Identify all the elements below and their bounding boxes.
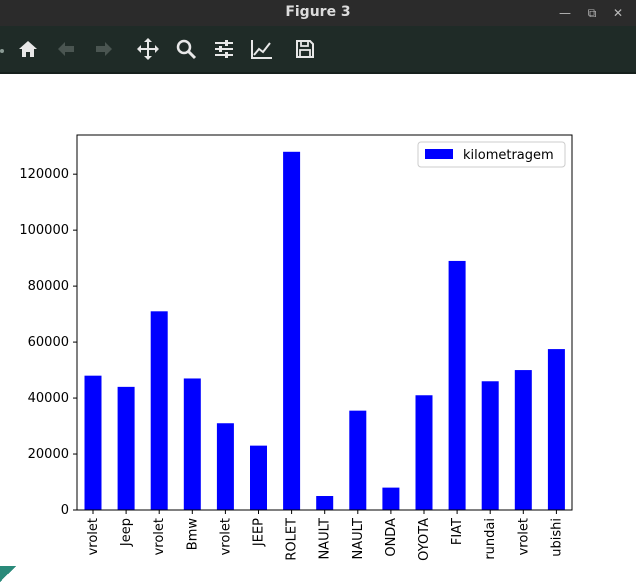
x-tick-label: NAULT [351,518,366,560]
x-tick-label: ONDA [384,518,399,557]
y-tick-label: 20000 [28,447,69,462]
bar [117,386,135,510]
back-arrow-icon [58,42,74,56]
minimize-icon[interactable]: — [559,6,571,20]
bar [250,445,267,510]
bar [216,423,234,510]
x-tick-label: JEEP [252,518,267,547]
x-tick-label: FIAT [450,518,465,545]
pan-button[interactable] [134,35,162,63]
legend-label: kilometragem [463,148,554,163]
bar [514,370,532,510]
bar [547,349,565,510]
x-tick-label: NAULT [318,518,333,560]
bar [349,410,367,510]
window-corner [0,566,16,582]
x-tick-label: ubishi [549,518,564,557]
back-button[interactable] [52,35,80,63]
y-tick-label: 0 [61,503,69,518]
x-tick-label: OYOTA [417,518,432,561]
x-tick-label: vrolet [516,518,531,555]
x-tick-label: vrolet [152,518,167,555]
toolbar-handle-icon[interactable] [0,49,4,53]
bar [382,487,400,510]
y-tick-label: 40000 [28,391,69,406]
window-titlebar: Figure 3 — ⧉ ✕ [0,0,636,26]
bar [283,151,301,510]
y-tick-label: 60000 [28,335,69,350]
edit-axes-button[interactable] [248,35,276,63]
subplots-button[interactable] [210,35,238,63]
x-tick-label: rundai [483,518,498,560]
legend-swatch [425,149,453,159]
y-tick-label: 120000 [19,167,69,182]
x-tick-label: vrolet [86,518,101,555]
bar [183,378,201,510]
bar [448,260,466,510]
close-icon[interactable]: ✕ [612,6,624,20]
home-icon [19,41,37,57]
bar-chart: 0 20000 40000 60000 80000 100000 120000 vrolet J… [19,134,573,561]
x-tick-label: vrolet [218,518,233,555]
legend-box [417,141,566,168]
bar [84,375,102,510]
navigation-toolbar [0,26,636,74]
save-button[interactable] [291,35,319,63]
x-tick-label: ROLET [285,518,300,561]
pan-icon [137,38,159,60]
edit-axes-icon [251,40,272,59]
bar [316,496,334,510]
subplots-config-icon [215,40,233,58]
bar [481,381,499,510]
forward-arrow-icon [96,42,112,56]
x-tick-label: Bmw [185,518,200,551]
x-tick-label: Jeep [119,518,134,547]
forward-button[interactable] [90,35,118,63]
zoom-icon [176,39,197,60]
zoom-button[interactable] [172,35,200,63]
restore-icon[interactable]: ⧉ [587,6,597,20]
y-tick-label: 100000 [19,223,69,238]
home-button[interactable] [14,35,42,63]
bar [415,395,433,510]
y-tick-label: 80000 [28,279,69,294]
window-title: Figure 3 [285,4,351,20]
bar [150,311,168,510]
save-icon [296,40,314,58]
